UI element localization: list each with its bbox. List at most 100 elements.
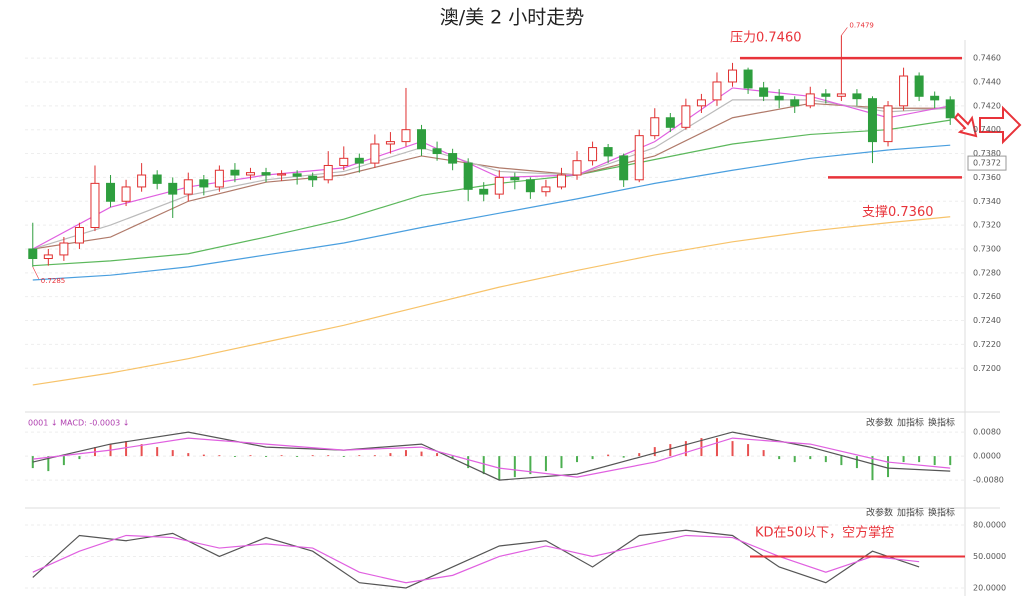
macd-header: 0001 ↓ MACD: -0.0003 ↓ xyxy=(28,419,130,428)
candle-body xyxy=(308,175,318,181)
candle-body xyxy=(619,155,629,181)
y-tick-label: 0.0000 xyxy=(973,452,1001,461)
line-series xyxy=(32,144,951,281)
extreme-label: 0.7285 xyxy=(41,277,66,285)
candle-body xyxy=(728,69,738,83)
y-tick-label: 0.7280 xyxy=(973,268,1001,277)
y-tick-label: -0.0080 xyxy=(973,476,1004,485)
candle-body xyxy=(354,157,364,164)
y-tick-label: 80.0000 xyxy=(973,520,1006,529)
y-tick-label: 0.7360 xyxy=(973,173,1001,182)
candle-body xyxy=(836,93,846,97)
extreme-marker xyxy=(32,266,40,279)
candle-body xyxy=(510,176,520,181)
candle-body xyxy=(90,182,100,228)
panel-button: 改参数 xyxy=(866,507,893,519)
y-tick-label: 0.7420 xyxy=(973,101,1001,110)
candle-body xyxy=(168,182,178,195)
candle-body xyxy=(665,117,675,128)
candle-body xyxy=(230,169,240,176)
candle-body xyxy=(448,153,458,164)
y-tick-label: 0.7400 xyxy=(973,125,1001,134)
candle-body xyxy=(385,141,395,145)
candle-body xyxy=(930,95,940,101)
candle-body xyxy=(650,117,660,137)
line-series xyxy=(32,534,920,584)
arrow-icon xyxy=(979,105,1022,145)
resistance-label: 压力0.7460 xyxy=(730,31,802,46)
candle-body xyxy=(277,173,287,176)
y-tick-label: 0.0080 xyxy=(973,428,1001,437)
candle-body xyxy=(572,160,582,176)
panel-button: 改参数 xyxy=(866,417,893,429)
candle-body xyxy=(214,169,224,188)
y-tick-label: 0.7200 xyxy=(973,364,1001,373)
panel-button: 换指标 xyxy=(928,507,955,519)
panel-button: 换指标 xyxy=(928,417,955,429)
candle-body xyxy=(899,75,909,107)
line-series xyxy=(32,529,920,589)
candle-body xyxy=(43,254,53,260)
candle-body xyxy=(759,87,769,97)
candle-body xyxy=(634,135,644,181)
candle-body xyxy=(712,81,722,101)
candle-body xyxy=(883,105,893,143)
candle-body xyxy=(152,174,162,184)
y-tick-label: 0.7260 xyxy=(973,292,1001,301)
y-tick-label: 0.7300 xyxy=(973,244,1001,253)
candle-body xyxy=(696,99,706,107)
y-tick-label: 0.7220 xyxy=(973,340,1001,349)
candle-body xyxy=(199,179,209,188)
candle-body xyxy=(914,75,924,97)
candle-body xyxy=(774,95,784,101)
candle-body xyxy=(603,147,613,157)
candle-body xyxy=(556,174,566,188)
candle-body xyxy=(292,173,302,177)
candle-body xyxy=(479,188,489,195)
candle-body xyxy=(74,227,84,244)
candle-body xyxy=(945,99,955,119)
candle-body xyxy=(852,93,862,100)
extreme-marker xyxy=(841,27,848,36)
y-tick-label: 0.7440 xyxy=(973,77,1001,86)
candle-body xyxy=(821,93,831,97)
candle-body xyxy=(183,179,193,195)
line-series xyxy=(32,102,951,250)
y-tick-label: 0.7460 xyxy=(973,54,1001,63)
line-series xyxy=(32,431,951,481)
candle-body xyxy=(681,105,691,128)
candle-body xyxy=(463,162,473,190)
candle-body xyxy=(790,99,800,107)
line-series xyxy=(32,216,951,386)
support-label: 支撑0.7360 xyxy=(862,205,934,220)
y-tick-label: 50.0000 xyxy=(973,552,1006,561)
y-tick-label: 0.7240 xyxy=(973,316,1001,325)
panel-frame xyxy=(25,40,1000,596)
candle-body xyxy=(525,179,535,193)
candle-body xyxy=(494,176,504,195)
panel-button: 加指标 xyxy=(897,417,924,429)
extreme-label: 0.7479 xyxy=(849,21,874,29)
candle-body xyxy=(59,242,69,256)
candle-body xyxy=(805,93,815,107)
candle-body xyxy=(401,129,411,143)
candle-body xyxy=(137,174,147,188)
candle-body xyxy=(245,172,255,176)
candle-body xyxy=(261,172,271,176)
candle-body xyxy=(867,98,877,143)
candle-body xyxy=(432,148,442,155)
y-tick-label: 0.7320 xyxy=(973,221,1001,230)
candle-body xyxy=(121,186,131,202)
y-tick-label: 20.0000 xyxy=(973,583,1006,592)
candle-body xyxy=(541,186,551,193)
y-tick-label: 0.7380 xyxy=(973,149,1001,158)
price-marker-box xyxy=(967,155,1007,171)
candle-body xyxy=(370,143,380,164)
chart-title: 澳/美 2 小时走势 xyxy=(440,7,585,29)
panel-button: 加指标 xyxy=(897,507,924,519)
line-series xyxy=(32,437,951,478)
price-marker: 0.7372 xyxy=(973,159,1001,168)
candle-body xyxy=(743,69,753,89)
candle-body xyxy=(588,147,598,162)
